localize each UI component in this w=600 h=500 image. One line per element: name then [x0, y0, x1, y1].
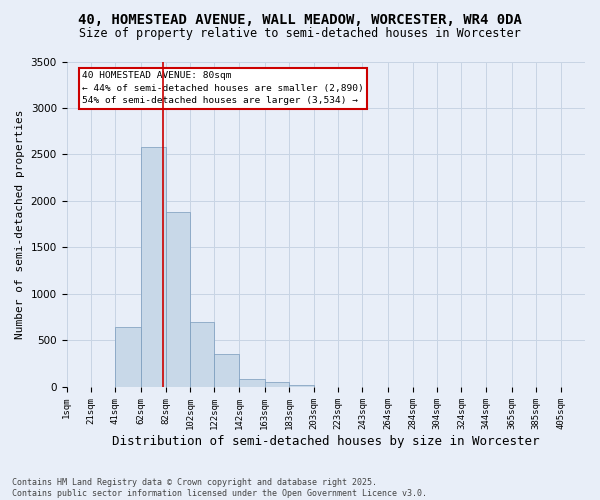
- Bar: [190, 322, 214, 387]
- Text: 40 HOMESTEAD AVENUE: 80sqm
← 44% of semi-detached houses are smaller (2,890)
54%: 40 HOMESTEAD AVENUE: 80sqm ← 44% of semi…: [82, 72, 364, 106]
- Text: 40, HOMESTEAD AVENUE, WALL MEADOW, WORCESTER, WR4 0DA: 40, HOMESTEAD AVENUE, WALL MEADOW, WORCE…: [78, 12, 522, 26]
- Text: Contains HM Land Registry data © Crown copyright and database right 2025.
Contai: Contains HM Land Registry data © Crown c…: [12, 478, 427, 498]
- Text: Size of property relative to semi-detached houses in Worcester: Size of property relative to semi-detach…: [79, 28, 521, 40]
- Bar: [239, 378, 265, 387]
- Bar: [141, 147, 166, 387]
- X-axis label: Distribution of semi-detached houses by size in Worcester: Distribution of semi-detached houses by …: [112, 434, 539, 448]
- Bar: [289, 385, 314, 387]
- Bar: [115, 326, 141, 387]
- Bar: [214, 354, 239, 387]
- Y-axis label: Number of semi-detached properties: Number of semi-detached properties: [15, 110, 25, 339]
- Bar: [265, 382, 289, 387]
- Bar: [166, 212, 190, 387]
